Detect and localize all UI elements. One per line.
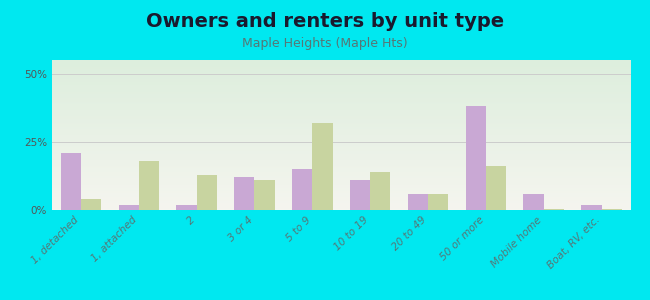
- Bar: [234, 177, 255, 210]
- Bar: [408, 194, 428, 210]
- Bar: [60, 153, 81, 210]
- Bar: [428, 194, 448, 210]
- Text: Owners and renters by unit type: Owners and renters by unit type: [146, 12, 504, 31]
- Text: Maple Heights (Maple Hts): Maple Heights (Maple Hts): [242, 38, 408, 50]
- Bar: [523, 194, 543, 210]
- Bar: [139, 161, 159, 210]
- Bar: [81, 199, 101, 210]
- Bar: [196, 175, 217, 210]
- Bar: [292, 169, 313, 210]
- Bar: [176, 205, 196, 210]
- Bar: [601, 208, 622, 210]
- Bar: [465, 106, 486, 210]
- Bar: [118, 205, 139, 210]
- Bar: [312, 123, 333, 210]
- Bar: [581, 205, 601, 210]
- Bar: [350, 180, 370, 210]
- Bar: [543, 208, 564, 210]
- Bar: [370, 172, 391, 210]
- Bar: [486, 167, 506, 210]
- Bar: [255, 180, 275, 210]
